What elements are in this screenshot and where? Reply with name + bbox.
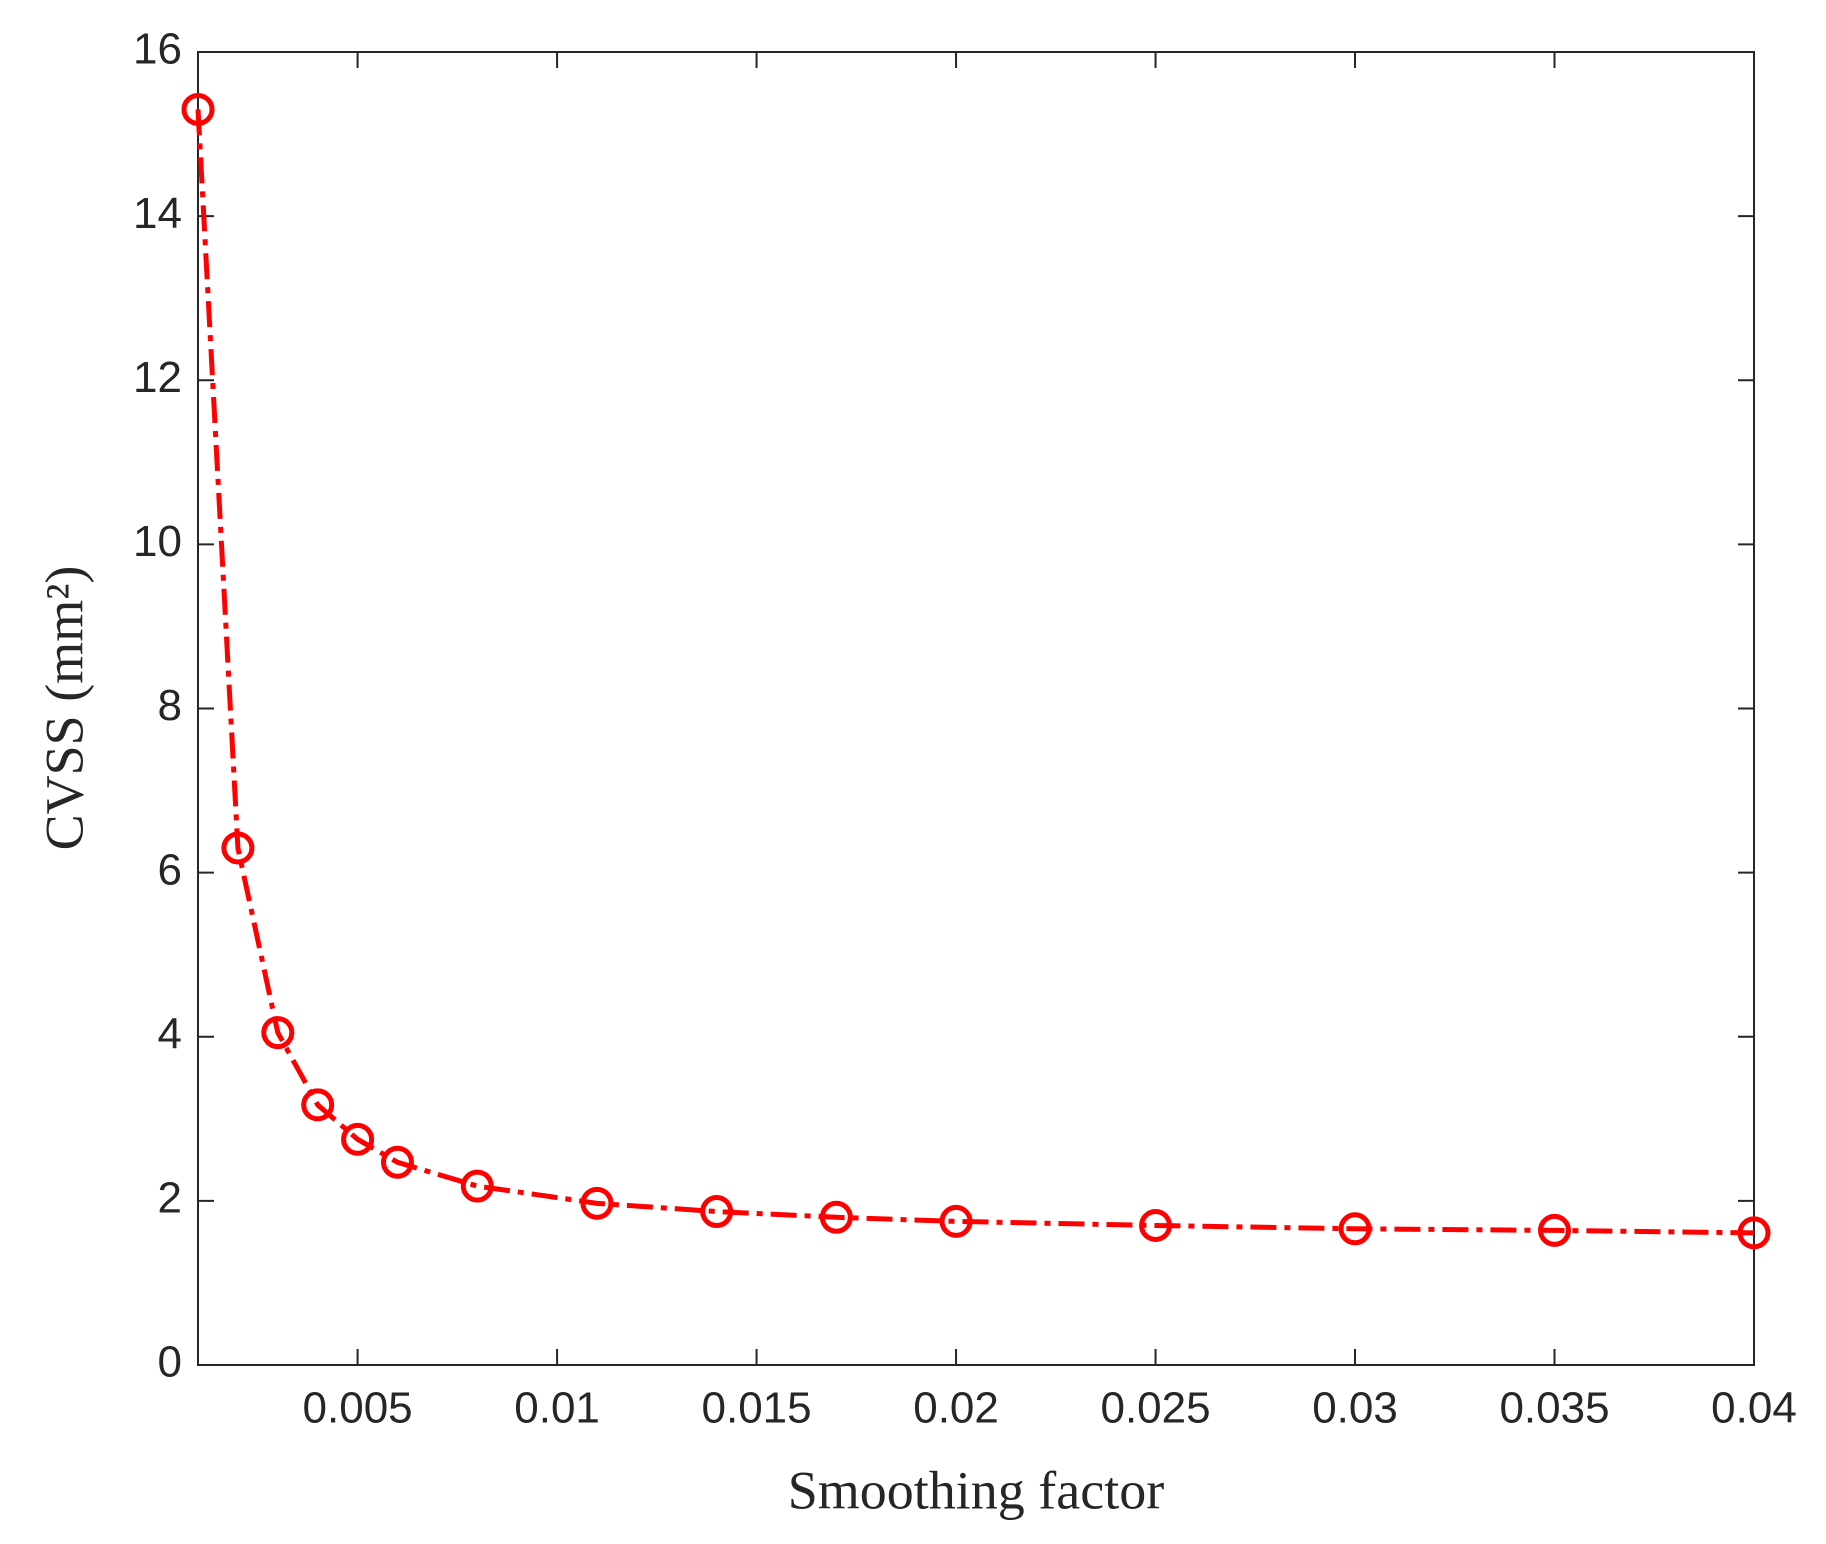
marker bbox=[261, 1016, 295, 1050]
x-tick-label: 0.03 bbox=[1312, 1384, 1398, 1433]
marker bbox=[939, 1204, 973, 1238]
marker bbox=[1139, 1208, 1173, 1242]
marker bbox=[221, 831, 255, 865]
y-tick-label: 12 bbox=[133, 353, 182, 402]
marker bbox=[301, 1088, 335, 1122]
y-tick-label: 4 bbox=[158, 1009, 182, 1058]
y-tick-label: 16 bbox=[133, 25, 182, 74]
marker bbox=[1338, 1212, 1372, 1246]
y-axis-label: CVSS (mm²) bbox=[34, 566, 94, 851]
marker bbox=[819, 1200, 853, 1234]
y-tick-label: 6 bbox=[158, 845, 182, 894]
marker bbox=[380, 1145, 414, 1179]
marker bbox=[460, 1169, 494, 1203]
x-axis-label: Smoothing factor bbox=[788, 1460, 1164, 1520]
marker bbox=[1538, 1213, 1572, 1247]
y-tick-label: 8 bbox=[158, 681, 182, 730]
x-tick-label: 0.01 bbox=[514, 1384, 600, 1433]
series-line bbox=[195, 109, 1755, 1236]
y-tick-label: 2 bbox=[158, 1174, 182, 1223]
y-tick-label: 0 bbox=[158, 1338, 182, 1387]
marker bbox=[341, 1122, 375, 1156]
y-tick-label: 14 bbox=[133, 189, 182, 238]
x-tick-label: 0.02 bbox=[913, 1384, 999, 1433]
marker bbox=[700, 1195, 734, 1229]
x-tick-label: 0.015 bbox=[702, 1384, 812, 1433]
x-tick-label: 0.035 bbox=[1499, 1384, 1609, 1433]
x-tick-label: 0.025 bbox=[1100, 1384, 1210, 1433]
marker bbox=[181, 92, 215, 126]
x-tick-label: 0.005 bbox=[303, 1384, 413, 1433]
marker bbox=[1737, 1216, 1771, 1250]
x-tick-label: 0.04 bbox=[1711, 1384, 1797, 1433]
plot-frame bbox=[197, 51, 1755, 1366]
y-tick-label: 10 bbox=[133, 517, 182, 566]
marker bbox=[580, 1186, 614, 1220]
